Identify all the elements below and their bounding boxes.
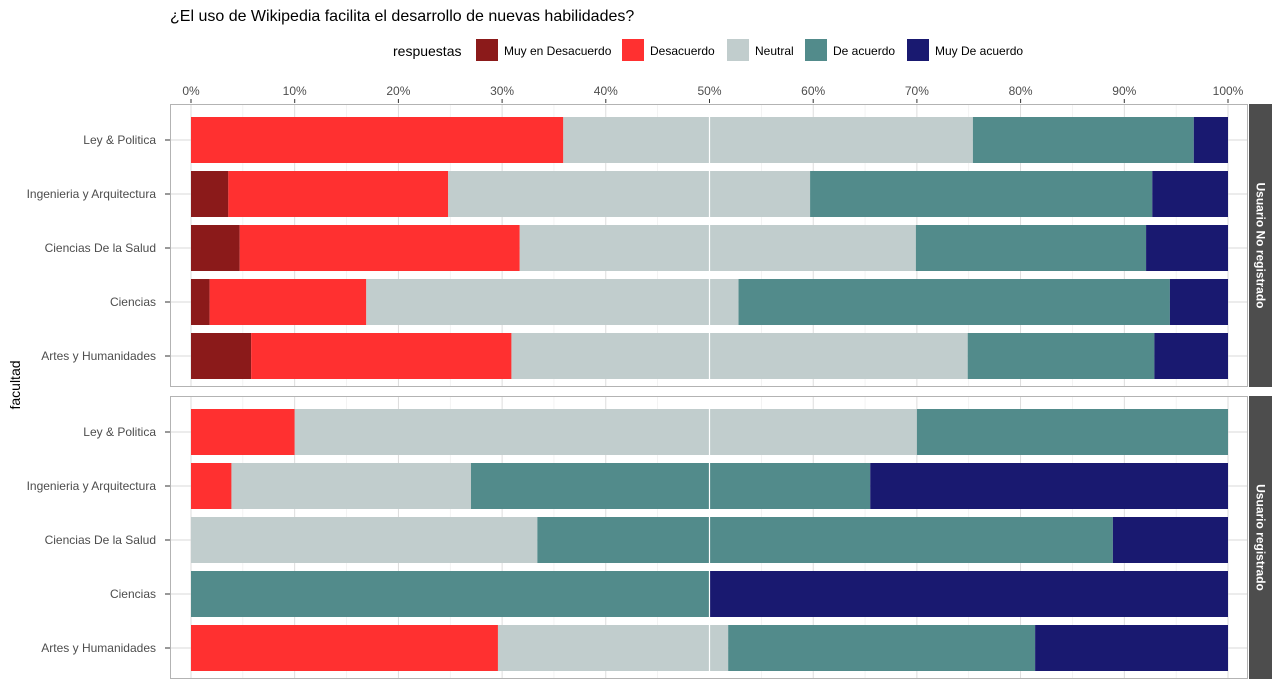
facet-strip xyxy=(1249,396,1272,679)
bar-neutral-ingenieria-y-arquitectura xyxy=(231,463,471,509)
x-tick-label: 50% xyxy=(697,84,721,98)
y-tick-label: Ley & Politica xyxy=(83,133,156,147)
bar-desacuerdo-ciencias-de-la-salud xyxy=(239,225,520,271)
panel-usuario-no-registrado: Ley & Politica Ingenieria y Arquitectura C… xyxy=(27,104,1272,387)
bar-muy-de-acuerdo-ingenieria-y-arquitectura xyxy=(870,463,1228,509)
bar-de-acuerdo-ingenieria-y-arquitectura xyxy=(810,171,1153,217)
legend-swatch xyxy=(727,39,749,61)
y-tick-label: Ingenieria y Arquitectura xyxy=(27,187,157,201)
x-tick-label: 100% xyxy=(1213,84,1244,98)
y-tick-label: Ciencias xyxy=(110,295,156,309)
legend-swatch xyxy=(805,39,827,61)
bar-desacuerdo-ley-and-politica xyxy=(191,117,564,163)
bar-neutral-ciencias xyxy=(366,279,739,325)
bar-neutral-ley-and-politica xyxy=(294,409,917,455)
bar-de-acuerdo-ciencias xyxy=(738,279,1170,325)
y-tick-label: Ciencias De la Salud xyxy=(45,241,156,255)
x-tick-label: 90% xyxy=(1112,84,1136,98)
bar-de-acuerdo-ingenieria-y-arquitectura xyxy=(470,463,871,509)
legend: Muy en Desacuerdo Desacuerdo Neutral De acu… xyxy=(476,39,1023,61)
bar-muy-de-acuerdo-ciencias-de-la-salud xyxy=(1112,517,1228,563)
panel-border xyxy=(170,104,1248,387)
y-tick-label: Ley & Politica xyxy=(83,425,156,439)
y-tick-label: Artes y Humanidades xyxy=(41,641,156,655)
bar-neutral-ciencias-de-la-salud xyxy=(519,225,916,271)
bar-muy-de-acuerdo-ingenieria-y-arquitectura xyxy=(1152,171,1228,217)
bar-de-acuerdo-artes-y-humanidades xyxy=(967,333,1155,379)
panel-usuario-registrado: Ley & Politica Ingenieria y Arquitectura C… xyxy=(27,396,1272,679)
bar-muy-de-acuerdo-ley-and-politica xyxy=(1193,117,1228,163)
bar-de-acuerdo-ciencias-de-la-salud xyxy=(915,225,1147,271)
legend-swatch xyxy=(476,39,498,61)
bar-neutral-ingenieria-y-arquitectura xyxy=(448,171,811,217)
bar-muy-en-desacuerdo-ingenieria-y-arquitectura xyxy=(191,171,229,217)
bar-muy-en-desacuerdo-artes-y-humanidades xyxy=(191,333,252,379)
facet-strip-label: Usuario No registrado xyxy=(1254,182,1268,308)
bar-muy-de-acuerdo-ciencias xyxy=(709,571,1228,617)
legend-item-muy-de-acuerdo: Muy De acuerdo xyxy=(907,39,1023,61)
bar-muy-de-acuerdo-artes-y-humanidades xyxy=(1154,333,1228,379)
chart-title: ¿El uso de Wikipedia facilita el desarro… xyxy=(170,8,634,25)
facet-strip xyxy=(1249,104,1272,387)
bar-muy-de-acuerdo-ciencias xyxy=(1169,279,1228,325)
y-tick-label: Artes y Humanidades xyxy=(41,349,156,363)
legend-label: De acuerdo xyxy=(833,44,895,58)
bar-de-acuerdo-ley-and-politica xyxy=(972,117,1194,163)
bar-neutral-artes-y-humanidades xyxy=(511,333,968,379)
bar-neutral-artes-y-humanidades xyxy=(497,625,729,671)
y-axis-title: facultad xyxy=(7,360,23,409)
x-tick-label: 70% xyxy=(905,84,929,98)
x-tick-label: 20% xyxy=(386,84,410,98)
y-tick-label: Ciencias xyxy=(110,587,156,601)
x-tick-label: 0% xyxy=(182,84,200,98)
bar-desacuerdo-ingenieria-y-arquitectura xyxy=(191,463,232,509)
legend-item-desacuerdo: Desacuerdo xyxy=(622,39,715,61)
bar-de-acuerdo-artes-y-humanidades xyxy=(728,625,1036,671)
panel-border xyxy=(170,396,1248,679)
bar-desacuerdo-ciencias xyxy=(209,279,367,325)
bar-muy-en-desacuerdo-ciencias xyxy=(191,279,210,325)
legend-item-muy-en-desacuerdo: Muy en Desacuerdo xyxy=(476,39,612,61)
legend-swatch xyxy=(907,39,929,61)
bar-de-acuerdo-ciencias xyxy=(191,571,710,617)
x-axis: 0% 10% 20% 30% 40% 50% 60% 70% 80% 90% 100% xyxy=(182,84,1244,103)
bar-muy-de-acuerdo-ciencias-de-la-salud xyxy=(1146,225,1228,271)
legend-title: respuestas xyxy=(393,43,461,59)
bar-de-acuerdo-ciencias-de-la-salud xyxy=(537,517,1113,563)
x-tick-label: 60% xyxy=(801,84,825,98)
x-tick-label: 40% xyxy=(594,84,618,98)
facet-strip-label: Usuario registrado xyxy=(1254,484,1268,591)
bar-neutral-ley-and-politica xyxy=(563,117,973,163)
y-tick-label: Ingenieria y Arquitectura xyxy=(27,479,157,493)
legend-label: Neutral xyxy=(755,44,794,58)
panels: Ley & Politica Ingenieria y Arquitectura C… xyxy=(27,104,1272,679)
legend-label: Muy De acuerdo xyxy=(935,44,1023,58)
bar-neutral-ciencias-de-la-salud xyxy=(191,517,538,563)
legend-swatch xyxy=(622,39,644,61)
x-tick-label: 80% xyxy=(1009,84,1033,98)
legend-item-de-acuerdo: De acuerdo xyxy=(805,39,895,61)
bar-desacuerdo-ley-and-politica xyxy=(191,409,295,455)
x-tick-label: 10% xyxy=(283,84,307,98)
bar-desacuerdo-artes-y-humanidades xyxy=(251,333,512,379)
bar-de-acuerdo-ley-and-politica xyxy=(916,409,1228,455)
bar-muy-en-desacuerdo-ciencias-de-la-salud xyxy=(191,225,240,271)
bar-desacuerdo-ingenieria-y-arquitectura xyxy=(228,171,449,217)
y-tick-label: Ciencias De la Salud xyxy=(45,533,156,547)
x-tick-label: 30% xyxy=(490,84,514,98)
legend-label: Muy en Desacuerdo xyxy=(504,44,612,58)
legend-label: Desacuerdo xyxy=(650,44,715,58)
bar-muy-de-acuerdo-artes-y-humanidades xyxy=(1035,625,1228,671)
bar-desacuerdo-artes-y-humanidades xyxy=(191,625,498,671)
legend-item-neutral: Neutral xyxy=(727,39,794,61)
